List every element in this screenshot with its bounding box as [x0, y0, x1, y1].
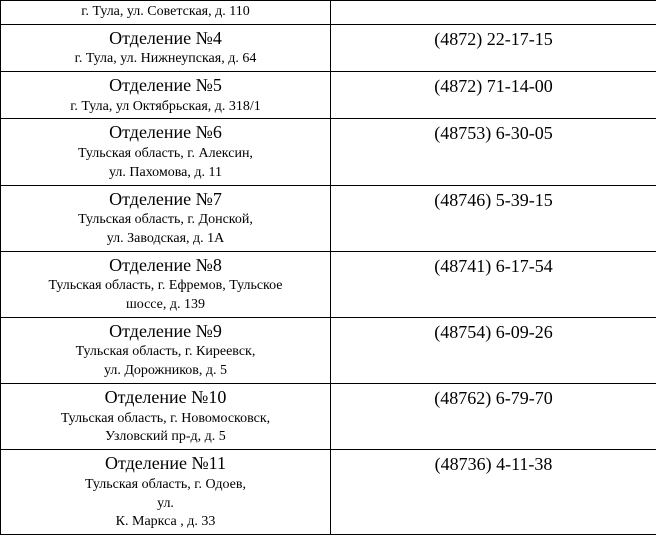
cell-department: Отделение №10 Тульская область, г. Новом… [1, 384, 331, 450]
dept-address-line: Тульская область, г. Ефремов, Тульское [7, 277, 324, 296]
cell-phone [331, 1, 656, 25]
dept-title: Отделение №6 [7, 121, 324, 144]
table-row: Отделение №11 Тульская область, г. Одоев… [1, 450, 656, 535]
cell-department: г. Тула, ул. Советская, д. 110 [1, 1, 331, 25]
cell-phone: (48746) 5-39-15 [331, 185, 656, 251]
dept-address-line: ул. Заводская, д. 1А [7, 230, 324, 249]
cell-department: Отделение №4 г. Тула, ул. Нижнеупская, д… [1, 24, 331, 71]
table-row: Отделение №7 Тульская область, г. Донско… [1, 185, 656, 251]
cell-department: Отделение №5 г. Тула, ул Октябрьская, д.… [1, 72, 331, 119]
table-body: г. Тула, ул. Советская, д. 110 Отделение… [1, 1, 656, 535]
dept-title: Отделение №5 [7, 74, 324, 97]
cell-department: Отделение №7 Тульская область, г. Донско… [1, 185, 331, 251]
dept-title: Отделение №4 [7, 27, 324, 50]
table-row: Отделение №5 г. Тула, ул Октябрьская, д.… [1, 72, 656, 119]
dept-address-line: г. Тула, ул. Нижнеупская, д. 64 [7, 50, 324, 69]
table-row: г. Тула, ул. Советская, д. 110 [1, 1, 656, 25]
cell-phone: (4872) 71-14-00 [331, 72, 656, 119]
cell-phone: (48736) 4-11-38 [331, 450, 656, 535]
cell-phone: (48762) 6-79-70 [331, 384, 656, 450]
cell-phone: (48753) 6-30-05 [331, 119, 656, 185]
dept-title: Отделение №9 [7, 320, 324, 343]
table-row: Отделение №4 г. Тула, ул. Нижнеупская, д… [1, 24, 656, 71]
cell-department: Отделение №9 Тульская область, г. Киреев… [1, 317, 331, 383]
table-row: Отделение №10 Тульская область, г. Новом… [1, 384, 656, 450]
dept-address-line: шоссе, д. 139 [7, 296, 324, 315]
cell-department: Отделение №11 Тульская область, г. Одоев… [1, 450, 331, 535]
cell-phone: (48754) 6-09-26 [331, 317, 656, 383]
table-row: Отделение №8 Тульская область, г. Ефремо… [1, 251, 656, 317]
cell-phone: (48741) 6-17-54 [331, 251, 656, 317]
dept-address-line: Тульская область, г. Алексин, [7, 145, 324, 164]
dept-address-line: г. Тула, ул Октябрьская, д. 318/1 [7, 98, 324, 117]
dept-address-line: Узловский пр-д, д. 5 [7, 428, 324, 447]
dept-title: Отделение №8 [7, 254, 324, 277]
cell-phone: (4872) 22-17-15 [331, 24, 656, 71]
dept-title: Отделение №10 [7, 386, 324, 409]
dept-address-line: ул. Дорожников, д. 5 [7, 362, 324, 381]
dept-title: Отделение №7 [7, 188, 324, 211]
dept-address-line: Тульская область, г. Одоев, [7, 476, 324, 495]
cell-department: Отделение №6 Тульская область, г. Алекси… [1, 119, 331, 185]
cell-department: Отделение №8 Тульская область, г. Ефремо… [1, 251, 331, 317]
dept-address-line: Тульская область, г. Киреевск, [7, 343, 324, 362]
dept-address-line: К. Маркса , д. 33 [7, 513, 324, 532]
dept-address-line: г. Тула, ул. Советская, д. 110 [7, 3, 324, 22]
table-row: Отделение №9 Тульская область, г. Киреев… [1, 317, 656, 383]
departments-table: г. Тула, ул. Советская, д. 110 Отделение… [0, 0, 656, 535]
dept-address-line: ул. Пахомова, д. 11 [7, 164, 324, 183]
dept-address-line: ул. [7, 495, 324, 514]
dept-address-line: Тульская область, г. Донской, [7, 211, 324, 230]
dept-title: Отделение №11 [7, 452, 324, 475]
table-row: Отделение №6 Тульская область, г. Алекси… [1, 119, 656, 185]
dept-address-line: Тульская область, г. Новомосковск, [7, 410, 324, 429]
